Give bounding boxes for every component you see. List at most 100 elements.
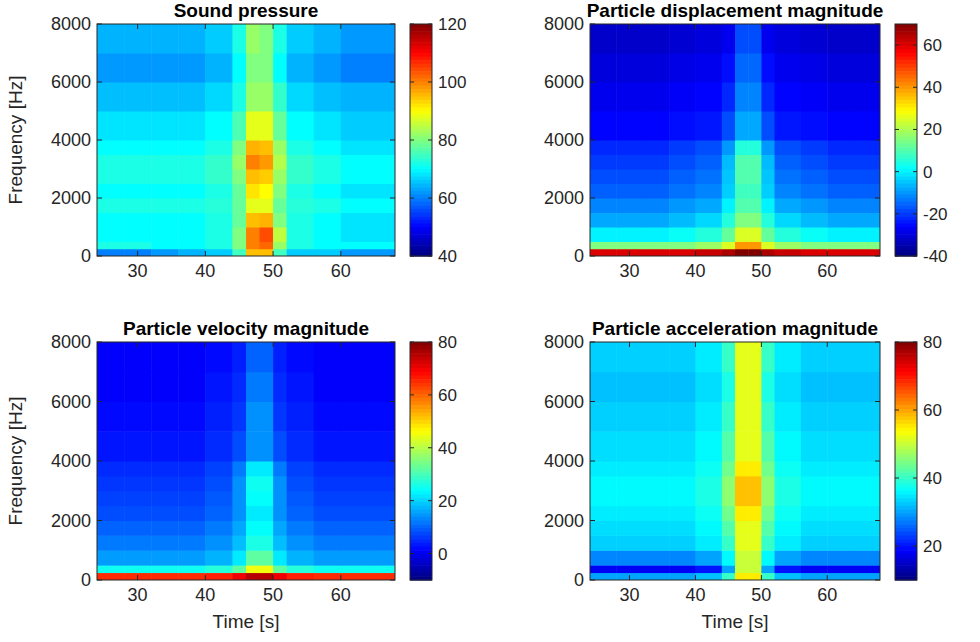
y-tick <box>875 24 880 25</box>
colorbar-swatch <box>410 202 432 206</box>
colorbar-swatch <box>410 547 432 551</box>
y-tick-label: 0 <box>574 246 584 266</box>
colorbar-swatch <box>895 64 917 68</box>
colorbar-swatch <box>895 60 917 64</box>
colorbar-frame <box>410 342 432 580</box>
cell <box>775 372 802 402</box>
cell <box>775 565 802 573</box>
title: Particle displacement magnitude <box>587 0 884 21</box>
colorbar-swatch <box>895 487 917 491</box>
colorbar-tick-label: 80 <box>923 333 942 352</box>
cell <box>761 506 775 521</box>
cell <box>124 242 152 250</box>
cell <box>97 155 125 170</box>
cell <box>97 573 125 580</box>
y-tick <box>875 520 880 521</box>
cell <box>287 24 315 54</box>
colorbar-swatch <box>410 390 432 394</box>
cell <box>722 491 736 506</box>
cell <box>761 213 775 228</box>
x-tick <box>340 342 341 347</box>
colorbar-tick-label: 0 <box>438 545 447 564</box>
x-tick <box>340 24 341 29</box>
colorbar-swatch <box>895 424 917 428</box>
cell <box>616 491 643 506</box>
cell <box>761 342 775 372</box>
colorbar-swatch <box>895 184 917 188</box>
colorbar-swatch <box>410 454 432 458</box>
cell <box>827 242 854 250</box>
colorbar-tick-label: 80 <box>438 333 457 352</box>
colorbar-swatch <box>895 535 917 539</box>
colorbar-swatch <box>895 176 917 180</box>
cell <box>246 140 260 155</box>
y-tick <box>97 198 102 199</box>
cell <box>827 53 854 83</box>
colorbar-tick <box>895 546 899 547</box>
cell <box>341 521 369 536</box>
colorbar-swatch <box>410 231 432 235</box>
colorbar-tick <box>428 256 432 257</box>
colorbar-swatch <box>410 506 432 510</box>
y-tick-label: 8000 <box>51 332 91 352</box>
cell <box>722 565 736 573</box>
y-tick <box>97 342 102 343</box>
colorbar-tick-label: 60 <box>923 36 942 55</box>
cell <box>801 402 828 432</box>
cell <box>590 198 617 213</box>
cell <box>151 111 179 141</box>
colorbar-frame <box>895 24 917 256</box>
cell <box>341 550 369 565</box>
colorbar-swatch <box>410 97 432 101</box>
cell <box>246 198 260 213</box>
colorbar-swatch <box>410 483 432 487</box>
y-tick <box>97 520 102 521</box>
colorbar-swatch <box>410 543 432 547</box>
cell <box>368 535 395 550</box>
y-tick <box>390 140 395 141</box>
cell <box>695 573 722 580</box>
cell <box>232 82 246 112</box>
colorbar-swatch <box>895 169 917 173</box>
panel: 3040506002000400060008000Particle accele… <box>544 318 942 632</box>
cell <box>761 535 775 550</box>
cell <box>801 573 828 580</box>
colorbar-swatch <box>895 111 917 115</box>
cell <box>273 402 287 432</box>
cell <box>616 372 643 402</box>
colorbar-swatch <box>895 133 917 137</box>
cell <box>205 213 233 228</box>
cell <box>246 169 260 184</box>
colorbar-swatch <box>410 68 432 72</box>
cell <box>178 242 206 250</box>
cell <box>827 550 854 565</box>
cell <box>695 53 722 83</box>
colorbar-swatch <box>410 191 432 195</box>
colorbar-swatch <box>895 450 917 454</box>
cell <box>735 24 749 54</box>
colorbar-swatch <box>410 375 432 379</box>
cell <box>761 372 775 402</box>
cell <box>775 242 802 250</box>
cell <box>97 53 125 83</box>
colorbar-swatch <box>895 480 917 484</box>
cell <box>287 491 315 506</box>
cell <box>735 198 749 213</box>
cell <box>722 461 736 476</box>
cell <box>722 476 736 491</box>
cell <box>761 111 775 141</box>
colorbar-swatch <box>410 129 432 133</box>
colorbar-swatch <box>410 402 432 406</box>
y-tick-label: 6000 <box>544 72 584 92</box>
cell <box>801 550 828 565</box>
x-tick <box>205 251 206 256</box>
cell <box>287 461 315 476</box>
cell <box>205 169 233 184</box>
cell <box>341 198 369 213</box>
colorbar-swatch <box>895 383 917 387</box>
cell <box>801 227 828 242</box>
colorbar-tick-label: 0 <box>923 163 932 182</box>
cell <box>287 53 315 83</box>
cell <box>775 198 802 213</box>
colorbar-swatch <box>895 517 917 521</box>
